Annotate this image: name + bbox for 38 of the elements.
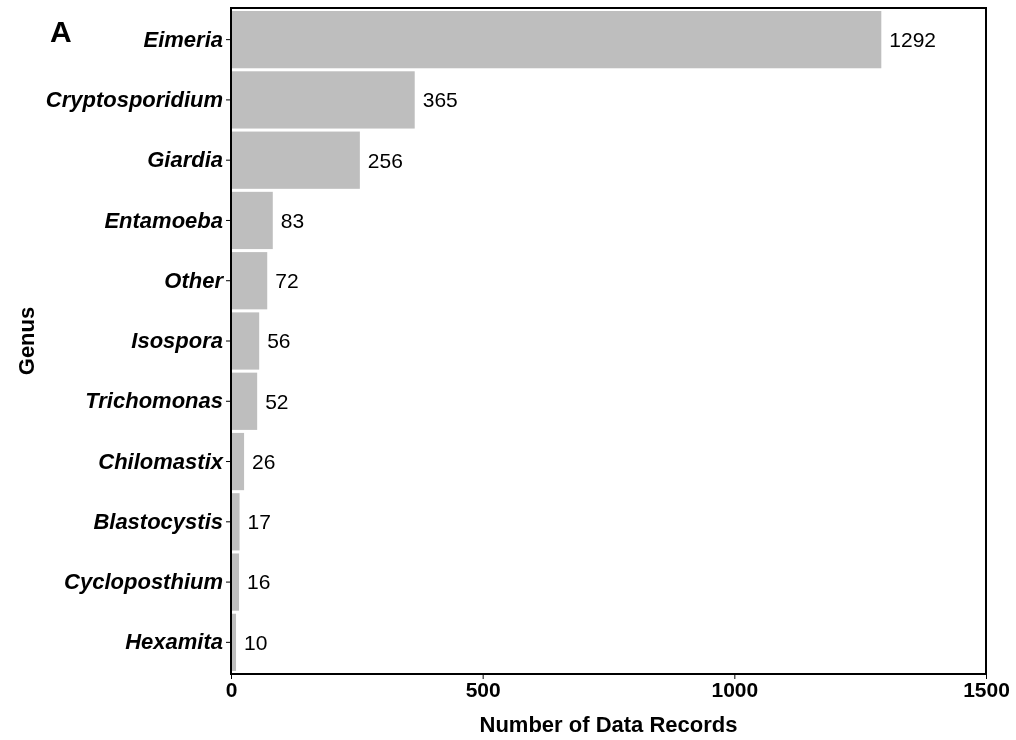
y-tick-label: Cryptosporidium	[45, 86, 223, 112]
data-label: 56	[267, 329, 291, 353]
data-label: 52	[265, 389, 289, 413]
y-tick-label: Giardia	[147, 147, 223, 173]
data-label: 1292	[889, 27, 937, 51]
y-tick-label: Isospora	[131, 328, 223, 354]
y-tick-label: Other	[164, 267, 225, 293]
bar	[231, 11, 882, 69]
data-label: 72	[275, 269, 299, 293]
bar	[231, 191, 273, 250]
bar	[231, 71, 415, 129]
bar	[231, 372, 258, 430]
x-tick-label: 1500	[963, 677, 1010, 701]
x-tick-label: 500	[465, 677, 501, 701]
x-tick-label: 1000	[711, 677, 759, 701]
y-axis-title: Genus	[14, 306, 39, 376]
bar	[231, 493, 240, 551]
x-axis-title: Number of Data Records	[479, 712, 738, 737]
y-tick-label: Entamoeba	[104, 207, 223, 233]
data-label: 83	[280, 208, 305, 232]
data-label: 26	[252, 449, 276, 473]
data-label: 16	[247, 570, 271, 594]
y-tick-label: Hexamita	[125, 629, 223, 655]
data-label: 17	[247, 510, 271, 534]
bar	[231, 131, 360, 189]
data-label: 10	[244, 630, 268, 654]
y-tick-label: Blastocystis	[93, 508, 223, 534]
text: A	[50, 15, 72, 48]
data-label: 365	[422, 88, 458, 112]
y-tick-label: Cycloposthium	[64, 569, 223, 595]
y-tick-label: Chilomastix	[98, 448, 224, 474]
bar	[231, 312, 260, 370]
bar	[231, 252, 268, 310]
y-tick-label: Trichomonas	[85, 388, 223, 414]
y-tick-label: Eimeria	[143, 26, 223, 52]
x-tick-label: 0	[225, 677, 238, 701]
data-label: 256	[367, 148, 403, 172]
bar	[231, 432, 245, 491]
